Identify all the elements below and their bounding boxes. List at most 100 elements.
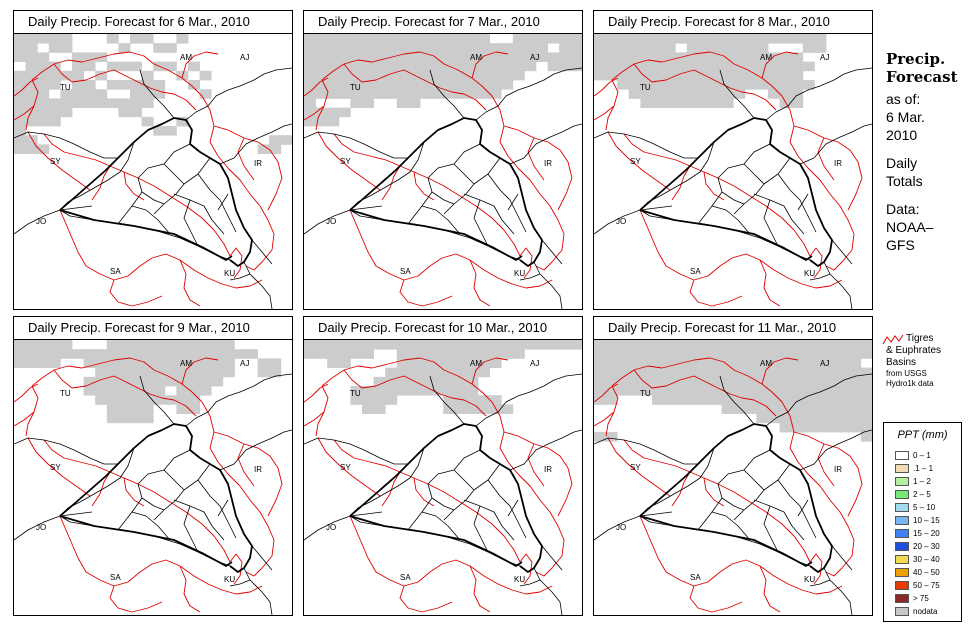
admin-boundary [219, 123, 292, 165]
precip-cell [768, 80, 780, 90]
precip-cell [570, 34, 582, 44]
country-label-am: AM [470, 359, 482, 368]
precip-cell [141, 70, 154, 81]
asof-line-3: 2010 [886, 127, 918, 143]
precip-cell [362, 349, 374, 359]
precip-cell [141, 404, 154, 414]
precip-cell [721, 98, 734, 108]
precip-cell [675, 98, 688, 108]
precip-cell [802, 422, 815, 433]
precip-cell [48, 70, 61, 81]
precip-cell [72, 89, 84, 99]
precip-cell [791, 89, 804, 99]
basin-boundary [519, 553, 533, 585]
precip-cell [652, 70, 664, 81]
basin-boundary [53, 63, 197, 111]
precip-cell [106, 340, 119, 350]
precip-cell [315, 116, 328, 127]
precip-cell [756, 395, 769, 405]
precip-cell [837, 404, 850, 414]
admin-boundary [517, 67, 582, 91]
precip-cell [431, 386, 444, 396]
basin-boundary [761, 357, 799, 385]
national-border [59, 515, 233, 567]
basin-legend-line-3: Basins [886, 357, 917, 368]
precip-cell [443, 70, 456, 81]
precip-cell [396, 43, 409, 53]
precip-cell [721, 43, 734, 53]
precip-cell [617, 386, 630, 396]
precip-cell [652, 340, 664, 350]
precip-cell [721, 358, 734, 368]
precip-cell [106, 61, 119, 72]
precip-cell [860, 340, 872, 350]
precip-cell [362, 52, 374, 62]
precip-cell [304, 340, 316, 350]
precip-cell [652, 52, 664, 62]
basin-boundary [503, 431, 573, 517]
precip-cell [443, 349, 456, 359]
country-label-ir: IR [834, 465, 842, 474]
precip-cell [617, 80, 630, 90]
precip-cell [327, 70, 340, 81]
precip-cell [478, 340, 490, 350]
precip-cell [559, 340, 572, 350]
precip-cell [501, 61, 514, 72]
map-svg: AM AJ TU SY IR JO SA KU [14, 340, 292, 615]
precip-cell [443, 376, 456, 387]
precip-cell [304, 61, 316, 72]
precip-cell [14, 98, 26, 108]
precip-cell [826, 422, 838, 433]
precip-cell [373, 34, 386, 44]
panel-title: Daily Precip. Forecast for 10 Mar., 2010 [303, 316, 583, 340]
precip-cell [686, 376, 699, 387]
basin-boundary [809, 553, 823, 585]
precip-cell [744, 404, 757, 414]
admin-boundary [304, 423, 563, 615]
precip-cell [420, 34, 432, 44]
precip-cell [512, 349, 525, 359]
precip-cell [802, 386, 815, 396]
precip-cell [733, 43, 746, 53]
precip-cell [594, 340, 606, 350]
national-border [407, 423, 543, 573]
precip-cell [60, 43, 73, 53]
precip-cell [478, 43, 490, 53]
precip-cell [431, 52, 444, 62]
precip-cell [25, 144, 38, 154]
precip-cell [594, 395, 606, 405]
precip-cell [814, 422, 827, 433]
admin-boundary [475, 89, 519, 121]
precip-cell [14, 34, 26, 44]
basin-boundary [27, 131, 91, 191]
precip-cell [408, 43, 421, 53]
precip-cell [222, 358, 235, 368]
basin-boundary [633, 369, 777, 417]
precip-cell [188, 395, 200, 405]
precip-cell [733, 395, 746, 405]
precip-cell [153, 376, 166, 387]
precip-cell [420, 386, 432, 396]
admin-boundary [14, 205, 93, 235]
precip-cell [652, 395, 664, 405]
basin-boundary [471, 51, 509, 79]
precip-cell [153, 80, 166, 90]
precip-cell [744, 386, 757, 396]
precip-cell [849, 349, 862, 359]
precip-cell [188, 80, 200, 90]
precip-cell [199, 367, 212, 378]
precip-cell [72, 98, 84, 108]
precip-cell [454, 376, 467, 387]
admin-boundary [421, 469, 455, 513]
precip-cell [153, 43, 166, 53]
precip-cell [466, 52, 479, 62]
precip-cell [164, 340, 177, 350]
country-label-aj: AJ [530, 359, 539, 368]
admin-boundary [763, 505, 779, 553]
precip-cell [605, 376, 618, 387]
precip-cell [327, 349, 340, 359]
precip-cell [315, 340, 328, 350]
precip-cell [605, 70, 618, 81]
precip-cell [396, 358, 409, 368]
precip-cell [756, 43, 769, 53]
